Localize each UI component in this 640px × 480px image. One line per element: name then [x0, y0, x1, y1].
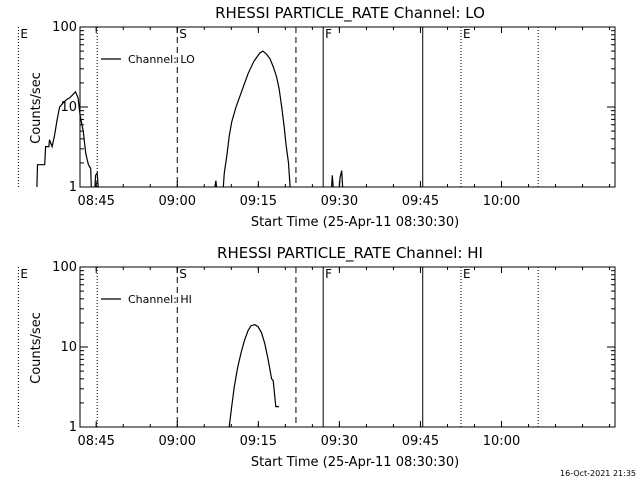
lo-x-tick-label-3: 09:30 [321, 194, 358, 209]
lo-event-label-4: F [325, 27, 332, 41]
hi-x-tick-label-4: 09:45 [402, 434, 439, 449]
lo-event-label-6: E [463, 27, 471, 41]
lo-event-label-2: S [179, 27, 187, 41]
hi-x-tick-label-3: 09:30 [321, 434, 358, 449]
lo-series-line-0-1 [94, 171, 99, 188]
hi-y-axis-label: Counts/sec [29, 312, 44, 384]
lo-x-tick-label-4: 09:45 [402, 194, 439, 209]
lo-series-line-0-3 [222, 50, 291, 188]
lo-x-tick-label-2: 09:15 [240, 194, 277, 209]
hi-series-line-0-0 [228, 324, 280, 428]
lo-series-line-0-4 [331, 175, 334, 188]
lo-y-axis-label: Counts/sec [29, 72, 44, 144]
lo-y-tick-label-1: 10 [60, 100, 77, 115]
hi-x-tick-label-1: 09:00 [159, 434, 196, 449]
hi-channel-panel: RHESSI PARTICLE_RATE Channel: HI Start T… [17, 244, 616, 470]
lo-series-line-0-0 [36, 90, 92, 188]
generation-timestamp: 16-Oct-2021 21:35 [560, 469, 636, 478]
hi-event-label-0: E [20, 267, 28, 281]
lo-channel-panel: RHESSI PARTICLE_RATE Channel: LO Start T… [17, 4, 616, 230]
hi-chart-title: RHESSI PARTICLE_RATE Channel: HI [217, 244, 483, 263]
lo-series-line-0-2 [214, 180, 218, 188]
hi-event-label-2: S [179, 267, 187, 281]
lo-legend-label: Channel: LO [128, 53, 195, 66]
lo-event-label-0: E [20, 27, 28, 41]
hi-x-tick-label-0: 08:45 [77, 434, 114, 449]
hi-y-tick-label-0: 1 [69, 420, 77, 435]
hi-y-tick-label-2: 100 [52, 260, 77, 275]
lo-x-tick-label-0: 08:45 [77, 194, 114, 209]
hi-x-tick-label-2: 09:15 [240, 434, 277, 449]
lo-chart-title: RHESSI PARTICLE_RATE Channel: LO [215, 4, 485, 23]
lo-series-line-0-5 [338, 170, 344, 188]
hi-y-tick-label-1: 10 [60, 340, 77, 355]
lo-x-tick-label-1: 09:00 [159, 194, 196, 209]
lo-x-axis-label: Start Time (25-Apr-11 08:30:30) [251, 215, 459, 230]
hi-event-label-4: F [325, 267, 332, 281]
lo-y-tick-label-0: 1 [69, 180, 77, 195]
hi-x-tick-label-5: 10:00 [483, 434, 520, 449]
lo-x-tick-label-5: 10:00 [483, 194, 520, 209]
hi-event-label-6: E [463, 267, 471, 281]
hi-legend-label: Channel: HI [128, 293, 192, 306]
hi-x-axis-label: Start Time (25-Apr-11 08:30:30) [251, 455, 459, 470]
lo-y-tick-label-2: 100 [52, 20, 77, 35]
